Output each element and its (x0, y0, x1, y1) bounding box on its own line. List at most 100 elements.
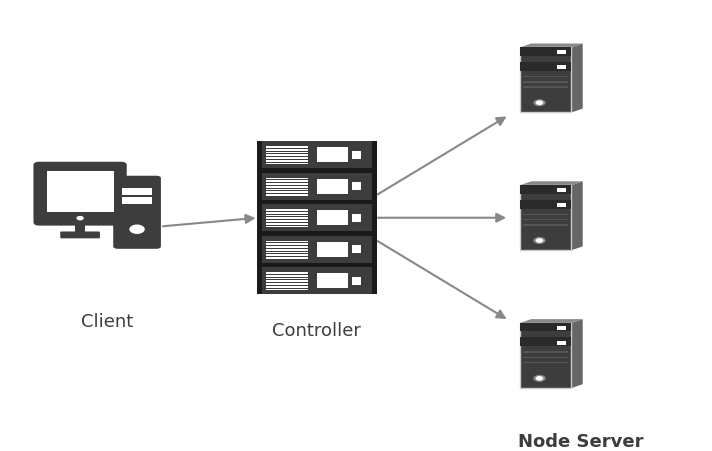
Circle shape (535, 101, 543, 106)
Bar (266, 247, 308, 249)
Bar (266, 244, 308, 246)
Bar (557, 326, 566, 330)
Bar (266, 210, 308, 212)
Bar (266, 289, 308, 290)
FancyBboxPatch shape (113, 176, 161, 249)
Bar (266, 278, 308, 280)
Bar (520, 48, 572, 57)
Polygon shape (520, 44, 582, 48)
Bar (122, 189, 152, 195)
Text: Client: Client (80, 312, 133, 330)
Bar (261, 232, 372, 236)
Bar (266, 187, 308, 188)
Bar (352, 183, 362, 191)
Bar (266, 255, 308, 257)
Bar (75, 223, 85, 233)
Bar (266, 161, 308, 162)
Circle shape (76, 216, 84, 221)
Bar (266, 223, 308, 225)
Bar (266, 189, 308, 191)
Bar (523, 77, 568, 78)
Circle shape (533, 374, 546, 383)
Bar (523, 87, 568, 88)
Bar (266, 258, 308, 259)
Bar (266, 221, 308, 222)
Bar (557, 189, 566, 193)
Bar (266, 241, 308, 243)
Circle shape (535, 239, 543, 243)
Bar (261, 142, 372, 169)
Text: Controller: Controller (273, 321, 361, 339)
Bar (317, 211, 347, 226)
Bar (557, 51, 566, 55)
Bar (261, 236, 372, 263)
Bar (266, 281, 308, 282)
Bar (317, 179, 347, 194)
Bar (46, 171, 114, 212)
Bar (266, 147, 308, 149)
Bar (266, 218, 308, 220)
Bar (520, 63, 572, 72)
Bar (317, 274, 347, 289)
Bar (266, 249, 308, 251)
Bar (266, 192, 308, 193)
Bar (266, 252, 308, 254)
Bar (266, 195, 308, 196)
Bar (523, 82, 568, 83)
Bar (266, 226, 308, 228)
Bar (520, 200, 572, 209)
Bar (523, 219, 568, 221)
FancyBboxPatch shape (33, 162, 127, 226)
Bar (352, 246, 362, 254)
Circle shape (533, 99, 546, 108)
Bar (261, 169, 372, 173)
Bar (261, 200, 372, 205)
Bar (520, 338, 572, 347)
Bar (39, 213, 121, 223)
Polygon shape (520, 182, 582, 186)
Text: Node Server: Node Server (518, 432, 643, 450)
Bar (317, 148, 347, 163)
Bar (266, 276, 308, 277)
Bar (266, 184, 308, 185)
Bar (266, 178, 308, 180)
Bar (352, 277, 362, 285)
FancyBboxPatch shape (61, 232, 100, 239)
Bar (261, 263, 372, 267)
Bar (266, 150, 308, 152)
Bar (122, 198, 152, 205)
Bar (523, 351, 568, 353)
Circle shape (533, 237, 546, 245)
Bar (557, 341, 566, 345)
Bar (523, 214, 568, 216)
Bar (261, 173, 372, 200)
Bar (266, 284, 308, 285)
Bar (256, 142, 261, 295)
Circle shape (130, 225, 145, 235)
Bar (261, 267, 372, 295)
Bar (557, 203, 566, 207)
Bar (266, 215, 308, 217)
Bar (266, 273, 308, 274)
Bar (261, 205, 372, 232)
Polygon shape (572, 44, 582, 113)
Bar (266, 152, 308, 154)
Bar (266, 155, 308, 157)
Bar (520, 48, 572, 113)
Bar (352, 152, 362, 160)
Bar (520, 323, 572, 388)
Bar (266, 158, 308, 160)
Polygon shape (572, 182, 582, 251)
Bar (520, 186, 572, 251)
Bar (317, 242, 347, 257)
Bar (523, 362, 568, 364)
Bar (523, 225, 568, 226)
Bar (557, 66, 566, 70)
Bar (520, 323, 572, 332)
Bar (523, 357, 568, 359)
Bar (372, 142, 377, 295)
Circle shape (535, 376, 543, 381)
Bar (520, 186, 572, 194)
Bar (266, 163, 308, 165)
Bar (352, 214, 362, 222)
